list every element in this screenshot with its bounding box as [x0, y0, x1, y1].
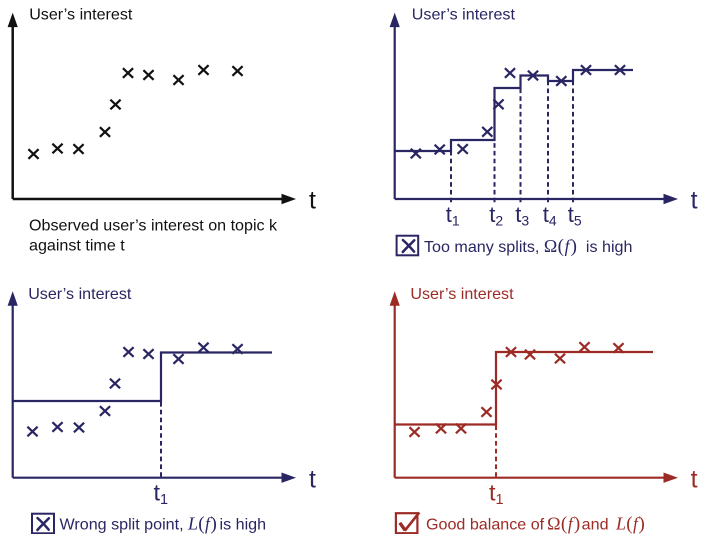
svg-text:t: t [691, 465, 698, 493]
svg-text:User’s interest: User’s interest [412, 5, 516, 23]
svg-text:against time t: against time t [29, 237, 125, 255]
svg-text:t: t [309, 186, 316, 214]
svg-text:Wrong split point, L(f) is hig: Wrong split point, L(f) is high [60, 514, 267, 535]
svg-text:Observed user’s interest on to: Observed user’s interest on topic k [29, 216, 278, 234]
svg-text:Good balance of Ω(f) and L(f): Good balance of Ω(f) and L(f) [426, 514, 645, 535]
svg-text:User’s interest: User’s interest [29, 5, 133, 23]
svg-text:t: t [691, 186, 698, 214]
svg-text:User’s interest: User’s interest [28, 285, 132, 303]
svg-text:User’s interest: User’s interest [410, 285, 514, 303]
svg-text:Too many splits, Ω(f) is high: Too many splits, Ω(f) is high [424, 236, 632, 257]
svg-text:t: t [309, 465, 316, 493]
